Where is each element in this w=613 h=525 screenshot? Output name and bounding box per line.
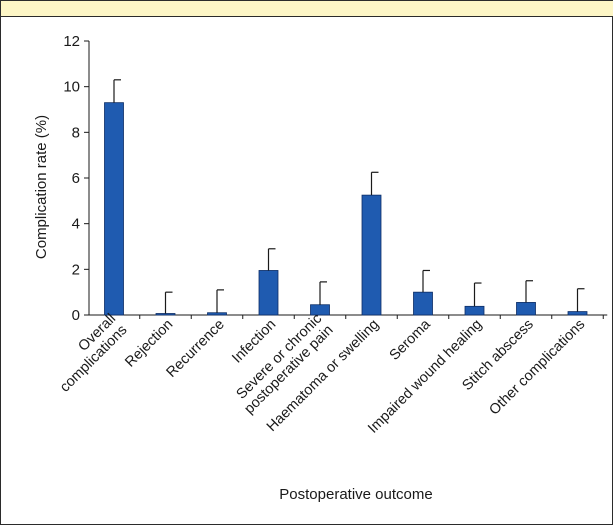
- y-tick-label: 6: [72, 170, 80, 187]
- x-axis-label: Postoperative outcome: [279, 486, 432, 503]
- x-tick-label-line: Other complications: [486, 317, 588, 419]
- bar: [207, 312, 227, 316]
- x-tick-label: Seroma: [387, 316, 435, 364]
- y-tick-label: 8: [72, 124, 80, 141]
- x-tick-label-line: Seroma: [387, 316, 435, 364]
- bar: [104, 102, 124, 316]
- x-tick-label: Rejection: [122, 317, 176, 371]
- bar: [516, 302, 536, 316]
- y-tick-label: 10: [63, 79, 80, 96]
- x-tick-label-line: Rejection: [122, 317, 176, 371]
- x-tick-label: Overallcomplications: [46, 311, 131, 396]
- bar: [155, 313, 176, 316]
- x-tick-label: Other complications: [486, 317, 588, 419]
- y-axis-label: Complication rate (%): [33, 115, 50, 259]
- header-band: [1, 1, 613, 17]
- y-tick-label: 12: [63, 33, 80, 50]
- error-bars: [113, 79, 585, 314]
- x-tick-label: Severe or chronicpostoperative pain: [230, 311, 336, 417]
- y-tick-label: 4: [72, 216, 80, 233]
- y-tick-label: 2: [72, 261, 80, 278]
- bar: [413, 291, 433, 316]
- bar: [361, 194, 382, 316]
- bar: [258, 270, 279, 316]
- bar: [567, 311, 588, 316]
- y-axis: 0 2 4 6 8 10 12: [63, 33, 90, 324]
- bars: [104, 102, 588, 316]
- bar: [464, 305, 485, 316]
- y-tick-label: 0: [72, 307, 80, 324]
